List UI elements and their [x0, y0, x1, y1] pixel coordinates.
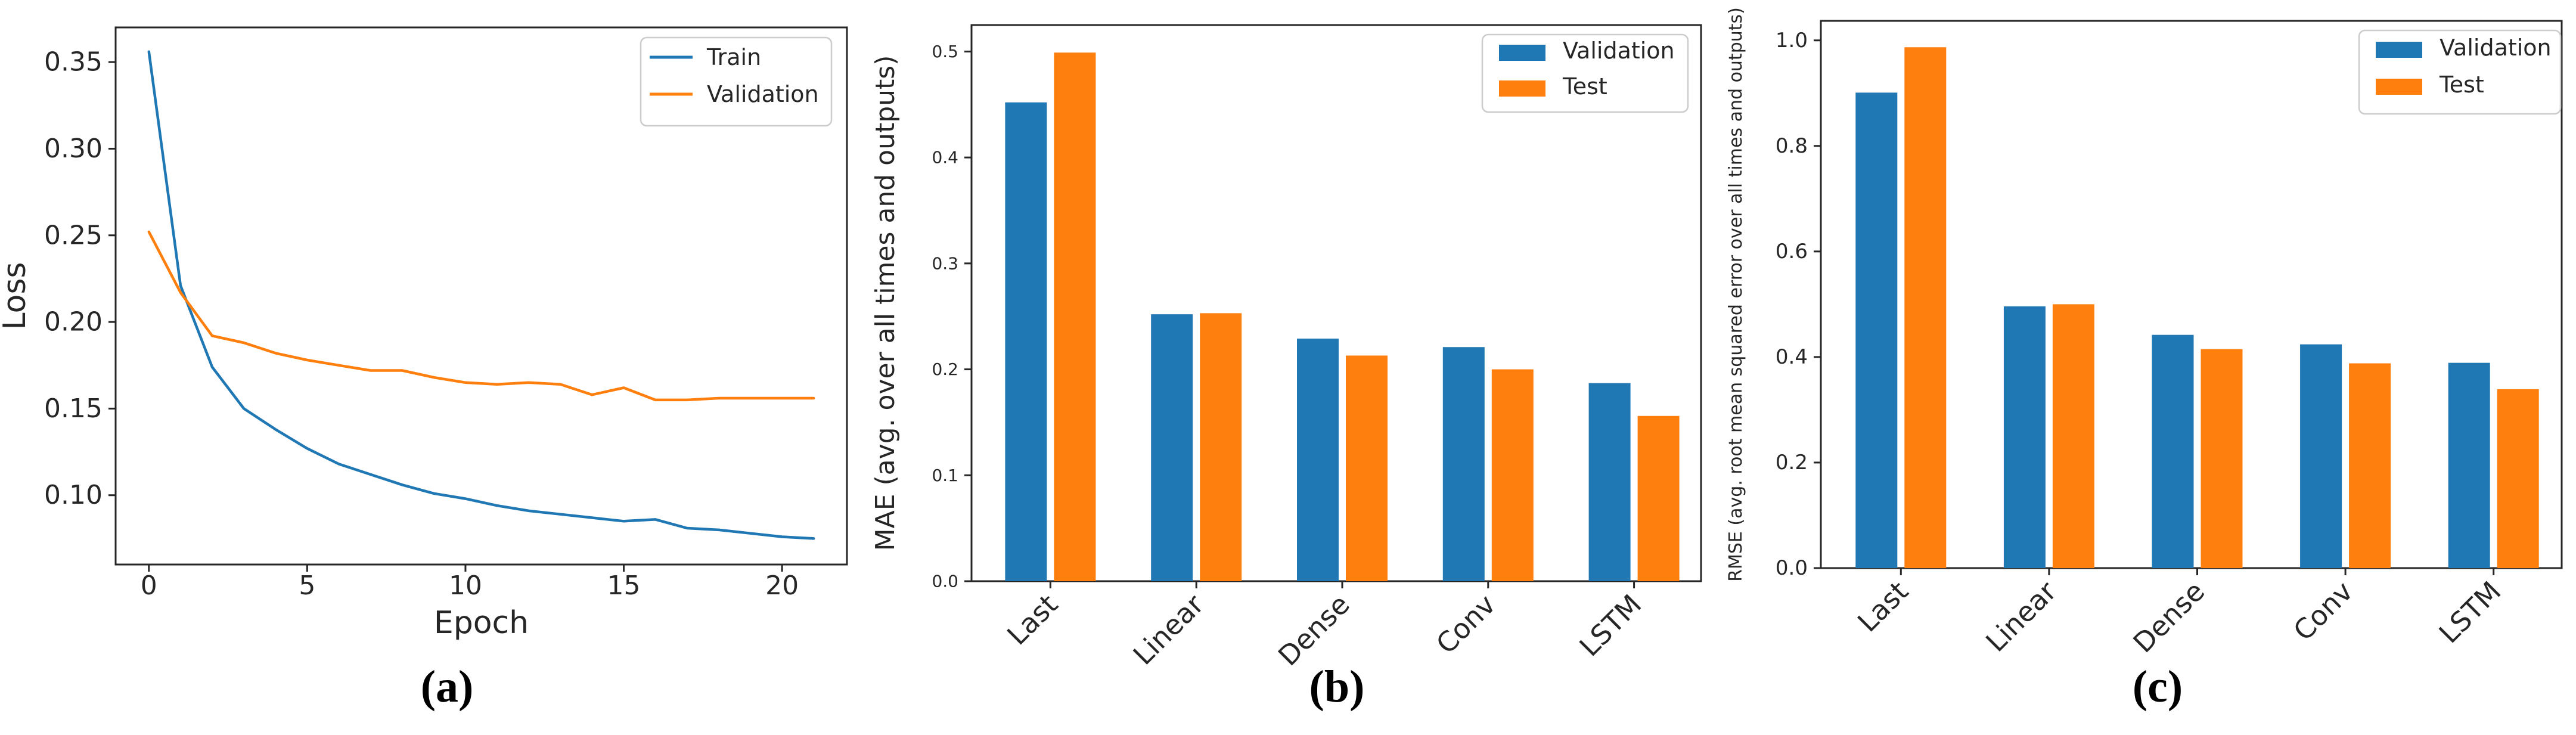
y-tick-label: 0.35: [44, 47, 103, 77]
y-axis-label: RMSE (avg. root mean squared error over …: [1725, 7, 1746, 582]
bar-test-lstm: [2497, 389, 2539, 568]
x-category-label: Conv: [1430, 588, 1502, 660]
legend-rect-swatch: [2376, 79, 2422, 95]
x-tick-label: 10: [449, 570, 482, 601]
bar-test-last: [1054, 52, 1096, 582]
y-tick-label: 1.0: [1776, 29, 1808, 52]
x-tick-label: 20: [765, 570, 799, 601]
bar-validation-last: [1005, 102, 1047, 581]
y-tick-label: 0.6: [1776, 240, 1808, 263]
legend: Validation Test: [1481, 33, 1689, 113]
y-tick-label: 0.0: [1776, 556, 1808, 580]
y-tick-label: 0.4: [1776, 345, 1808, 369]
legend: Train Validation: [640, 36, 833, 127]
x-tick-label: 15: [607, 570, 641, 601]
x-category-label: Last: [1001, 588, 1064, 652]
legend-label: Validation: [707, 81, 819, 107]
axes-frame: [114, 26, 848, 566]
y-tick-label: 0.25: [44, 220, 103, 250]
y-tick-label: 0.15: [44, 393, 103, 424]
y-tick-label: 0.4: [932, 148, 958, 168]
y-tick-label: 0.20: [44, 307, 103, 337]
x-category-label: LSTM: [2433, 575, 2507, 650]
bar-test-lstm: [1637, 415, 1680, 581]
y-axis-label: MAE (avg. over all times and outputs): [870, 55, 901, 551]
x-category-label: Dense: [2127, 575, 2211, 659]
y-tick-label: 0.10: [44, 480, 103, 510]
bar-test-last: [1904, 47, 1947, 568]
y-tick-label: 0.5: [932, 42, 958, 61]
bar-validation-dense: [2152, 334, 2194, 568]
train-line: [147, 50, 815, 540]
panel-c-caption: (c): [2132, 662, 2183, 712]
bar-validation-lstm: [2448, 362, 2490, 568]
y-tick-label: 0.2: [932, 359, 958, 379]
bar-test-dense: [2201, 349, 2243, 568]
y-tick-label: 0.0: [932, 572, 958, 591]
panel-a-loss-curve-chart: 0.10 0.15 0.20 0.25 0.30 0.35 0 5 10 15 20 Epoch Los…: [0, 26, 848, 641]
x-axis-label: Epoch: [434, 605, 529, 641]
legend-label: Validation: [1563, 38, 1675, 64]
bar-test-linear: [1200, 313, 1242, 581]
bar-validation-conv: [1442, 347, 1485, 581]
bar-validation-lstm: [1588, 383, 1631, 581]
bar-test-linear: [2052, 304, 2094, 568]
bar-validation-last: [1855, 92, 1898, 569]
legend-label: Validation: [2440, 35, 2552, 61]
legend-label: Test: [2439, 72, 2484, 98]
bar-test-conv: [2349, 363, 2391, 568]
x-category-label: Conv: [2287, 575, 2359, 647]
y-tick-label: 0.8: [1776, 134, 1808, 158]
y-tick-label: 0.2: [1776, 451, 1808, 475]
y-tick-label: 0.1: [932, 466, 958, 485]
panel-c-rmse-bar-chart: 0.0 0.2 0.4 0.6 0.8 1.0 Last Linear Dense Conv LST…: [1725, 7, 2563, 659]
y-axis-label: Loss: [0, 262, 33, 330]
legend: Validation Test: [2358, 29, 2562, 115]
bar-validation-conv: [2300, 344, 2342, 568]
legend-label: Test: [1562, 73, 1607, 100]
x-tick-label: 0: [141, 570, 157, 601]
x-tick-label: 5: [299, 570, 315, 601]
x-category-label: LSTM: [1573, 588, 1647, 663]
validation-line: [147, 230, 815, 402]
legend-rect-swatch: [1499, 45, 1545, 61]
legend-box: [640, 36, 833, 127]
bar-test-dense: [1346, 355, 1388, 581]
bar-test-conv: [1491, 369, 1534, 581]
bar-validation-linear: [2003, 306, 2046, 568]
x-category-label: Linear: [1979, 575, 2062, 658]
y-tick-label: 0.3: [932, 253, 958, 273]
legend-rect-swatch: [2376, 42, 2422, 58]
legend-label: Train: [706, 44, 761, 70]
bar-validation-linear: [1151, 314, 1193, 581]
x-category-label: Last: [1851, 575, 1914, 638]
legend-rect-swatch: [1499, 80, 1545, 97]
bar-validation-dense: [1297, 339, 1339, 581]
panel-b-caption: (b): [1309, 662, 1365, 712]
panel-a-caption: (a): [420, 662, 474, 712]
y-tick-label: 0.30: [44, 134, 103, 164]
